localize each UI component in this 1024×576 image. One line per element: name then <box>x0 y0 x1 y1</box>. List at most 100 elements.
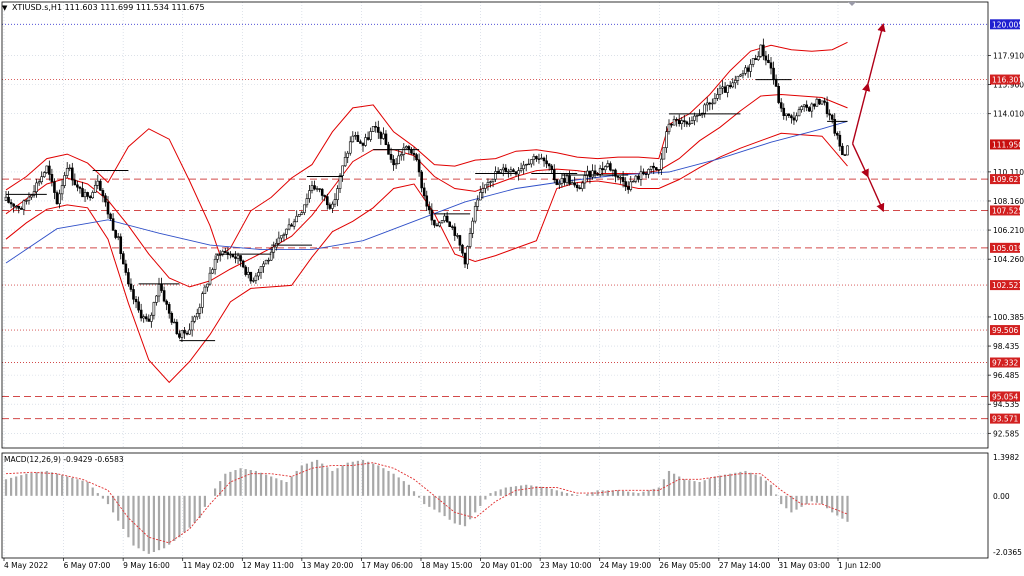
candle-body <box>246 271 250 275</box>
time-tick-label: 31 May 03:00 <box>778 561 830 570</box>
time-tick-label: 26 May 05:00 <box>659 561 711 570</box>
candle-body <box>484 184 487 189</box>
candle-body <box>833 119 837 134</box>
candle-body <box>269 251 273 261</box>
candle-body <box>71 167 74 181</box>
candle-body <box>463 252 467 265</box>
candle-body <box>65 168 69 176</box>
candle-body <box>744 67 747 74</box>
level-label: 107.525 <box>992 206 1023 215</box>
candle-body <box>568 175 571 185</box>
candle-body <box>619 177 622 179</box>
candle-body <box>310 185 314 191</box>
candle-body <box>336 188 339 200</box>
candle-body <box>754 58 758 60</box>
candle-body <box>420 171 423 189</box>
candle-body <box>40 176 44 183</box>
candle-body <box>478 192 482 201</box>
candle-body <box>438 222 441 227</box>
candle-body <box>456 235 459 237</box>
candle-body <box>195 313 199 318</box>
candle-body <box>277 237 281 244</box>
candle-body <box>150 314 153 322</box>
candle-body <box>111 218 115 231</box>
chart-menu-icon[interactable]: ▼ <box>2 4 8 12</box>
candle-body <box>542 157 546 162</box>
candle-body <box>647 169 650 175</box>
candle-body <box>155 295 158 303</box>
level-label: 97.332 <box>992 358 1018 367</box>
candle-body <box>60 185 64 195</box>
level-label-box <box>990 174 1020 185</box>
candle-body <box>558 183 561 185</box>
candle-body <box>139 309 143 319</box>
time-tick-label: 11 May 02:00 <box>183 561 235 570</box>
candle-body <box>379 132 383 139</box>
candle-body <box>797 109 801 117</box>
candle-body <box>119 236 123 254</box>
candle-body <box>86 192 89 197</box>
candle-body <box>675 119 678 121</box>
candle-body <box>397 155 401 164</box>
candle-body <box>42 172 46 177</box>
macd-tick-label: 1.3982 <box>993 453 1019 462</box>
candle-body <box>660 158 663 170</box>
candle-body <box>142 316 145 319</box>
candle-body <box>792 117 796 121</box>
candle-body <box>746 67 750 72</box>
candle-body <box>759 44 763 57</box>
candle-body <box>583 175 587 184</box>
candle-body <box>267 259 270 262</box>
candle-body <box>249 271 253 282</box>
candle-body <box>818 98 821 105</box>
candle-body <box>262 263 265 267</box>
candle-body <box>739 74 742 77</box>
candle-body <box>157 284 161 297</box>
candle-body <box>348 141 352 154</box>
bollinger-middle <box>5 93 848 288</box>
candle-body <box>282 234 286 236</box>
candle-body <box>285 228 288 235</box>
moving-average <box>5 120 848 264</box>
candle-body <box>224 251 227 253</box>
time-tick-label: 4 May 2022 <box>4 561 48 570</box>
candle-body <box>68 167 72 170</box>
candle-body <box>705 102 709 106</box>
candle-body <box>690 120 694 125</box>
candle-body <box>435 224 439 227</box>
candle-body <box>422 187 426 197</box>
candle-body <box>351 135 355 143</box>
candle-body <box>517 170 520 175</box>
candle-body <box>494 171 497 180</box>
candle-body <box>644 173 648 175</box>
price-tick-label: 106.210 <box>993 226 1024 235</box>
time-tick-label: 20 May 01:00 <box>481 561 533 570</box>
time-tick-label: 18 May 15:00 <box>421 561 473 570</box>
candle-body <box>588 170 592 178</box>
candle-body <box>662 147 666 160</box>
candle-body <box>425 195 429 207</box>
candle-body <box>76 184 79 188</box>
candle-body <box>652 165 656 168</box>
candle-body <box>545 160 548 165</box>
candle-body <box>731 82 735 88</box>
level-label: 105.019 <box>992 244 1023 253</box>
candle-body <box>777 86 780 103</box>
candle-body <box>30 195 33 198</box>
main-panel-frame <box>1 1 989 449</box>
candle-body <box>667 123 671 133</box>
candle-body <box>751 58 755 65</box>
candle-body <box>96 180 100 186</box>
candle-body <box>343 157 347 167</box>
candle-body <box>175 321 179 335</box>
candle-body <box>231 253 235 258</box>
scroll-marker-icon <box>848 2 856 6</box>
candle-body <box>616 176 620 178</box>
candle-body <box>501 167 505 171</box>
candle-body <box>805 104 809 108</box>
candle-body <box>698 114 701 117</box>
candle-body <box>591 170 594 178</box>
candle-body <box>297 214 301 217</box>
candle-body <box>280 235 283 239</box>
candle-body <box>614 169 617 177</box>
